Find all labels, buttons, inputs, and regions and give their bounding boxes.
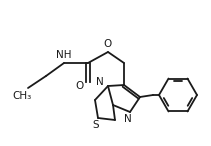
Text: S: S [93, 120, 99, 130]
Text: CH₃: CH₃ [12, 91, 32, 101]
Text: NH: NH [56, 50, 72, 60]
Text: N: N [96, 77, 104, 87]
Text: O: O [104, 39, 112, 49]
Text: O: O [76, 81, 84, 91]
Text: N: N [124, 114, 132, 124]
